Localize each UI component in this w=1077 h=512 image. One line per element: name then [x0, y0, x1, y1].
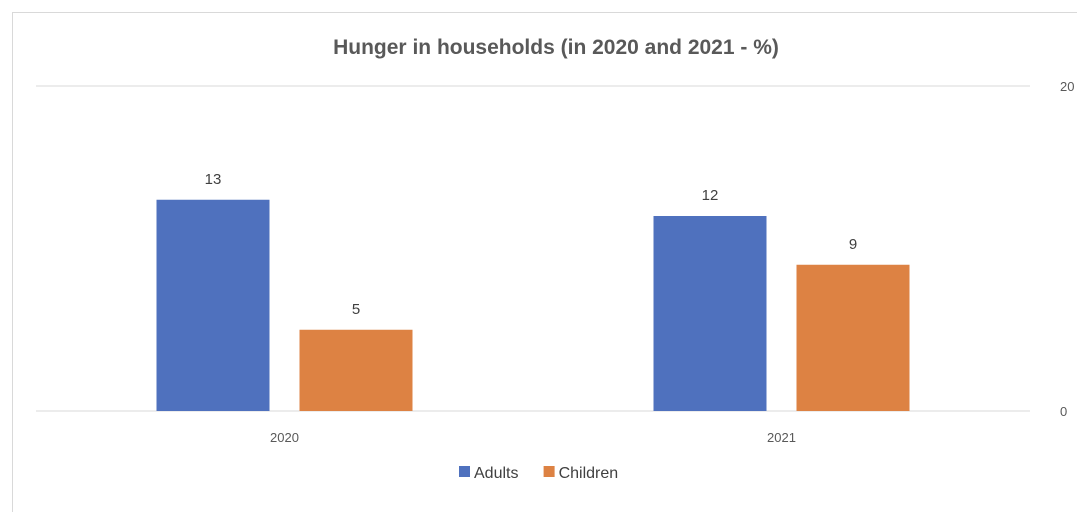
y-tick-label: 20	[1060, 79, 1074, 94]
data-label-children-2021: 9	[849, 236, 857, 253]
data-label-children-2020: 5	[352, 301, 360, 318]
legend-swatch-children	[543, 466, 555, 477]
bars	[156, 199, 910, 411]
bar-chart: Hunger in households (in 2020 and 2021 -…	[36, 36, 1074, 482]
bar-adults-2021	[653, 216, 767, 411]
y-tick-label: 0	[1060, 404, 1067, 419]
legend-label-adults: Adults	[474, 465, 518, 482]
x-tick-label: 2021	[767, 430, 796, 445]
x-tick-label: 2020	[270, 430, 299, 445]
data-label-adults-2021: 12	[702, 187, 719, 204]
legend-label-children: Children	[559, 465, 619, 482]
bar-children-2020	[299, 329, 413, 411]
x-axis-tick-labels: 2020 2021	[270, 430, 796, 445]
y-axis-tick-labels: 0 20	[1060, 79, 1074, 419]
chart-title: Hunger in households (in 2020 and 2021 -…	[333, 36, 779, 59]
data-labels: 13 5 12 9	[205, 171, 858, 318]
legend: Adults Children	[459, 465, 618, 482]
data-label-adults-2020: 13	[205, 171, 222, 188]
bar-adults-2020	[156, 199, 270, 411]
chart-frame	[12, 12, 1077, 512]
legend-swatch-adults	[459, 466, 470, 477]
bar-children-2021	[796, 264, 910, 411]
